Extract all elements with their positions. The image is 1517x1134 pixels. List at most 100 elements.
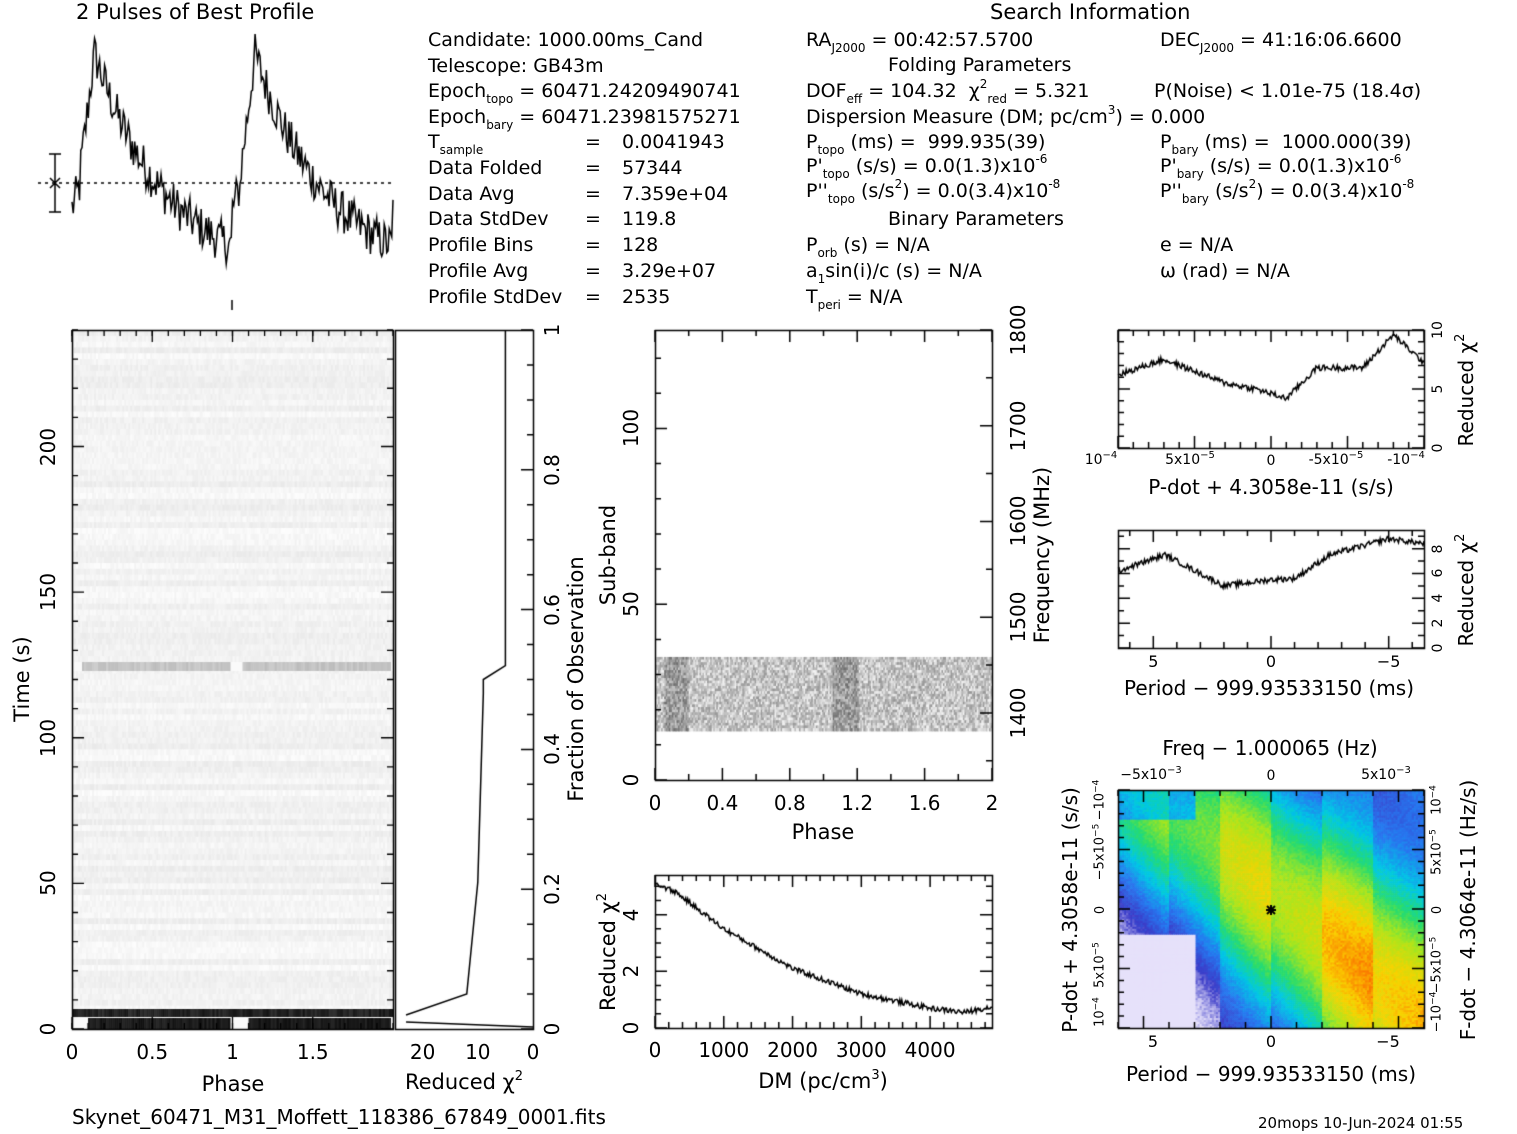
- a1sini-value: N/A: [948, 260, 982, 282]
- pdot-topo-exp: -6: [1035, 152, 1048, 166]
- y-tick-label: 6: [1430, 569, 1446, 578]
- top-tick-label: 5x10−3: [1361, 765, 1411, 783]
- candidate-label: Candidate: 1000.00ms_Cand: [428, 29, 704, 51]
- x-tick-label: 5: [1148, 652, 1159, 671]
- pddot-topo-value: 0.0(3.4)x10: [937, 180, 1049, 202]
- pddot-topo-exp: -8: [1048, 177, 1061, 191]
- y-tick-label: 0: [619, 1021, 643, 1035]
- pddot-bary-exp: -8: [1402, 177, 1415, 191]
- y-axis-label: Fraction of Observation: [564, 556, 588, 802]
- tsample-value: 0.0041943: [622, 131, 725, 153]
- p-bary-row: Pbary (ms) = 1000.000(39): [1160, 131, 1412, 157]
- binary-params-title: Binary Parameters: [888, 208, 1064, 230]
- profile-stddev-value: 2535: [622, 286, 671, 308]
- data-stddev-value: 119.8: [622, 208, 677, 230]
- y-tick-label: 0.6: [540, 593, 564, 626]
- porb-value: N/A: [896, 234, 930, 256]
- pdot-bary-exp: -6: [1389, 152, 1402, 166]
- dm-value: ) = 0.000: [1115, 106, 1206, 128]
- tsample-eq: =: [585, 131, 601, 153]
- x-tick-label: 1: [226, 1040, 239, 1064]
- x-tick-label: 0: [1266, 453, 1276, 469]
- p-noise: P(Noise) < 1.01e-75 (18.4σ): [1154, 80, 1422, 102]
- y2-tick-label: 1400: [1006, 687, 1030, 739]
- x-tick-label: 0.5: [136, 1040, 169, 1064]
- tperi-row: Tperi = N/A: [806, 286, 903, 312]
- x-tick-label: 0: [648, 1038, 662, 1062]
- y-tick-label: 0: [1093, 905, 1108, 915]
- y-tick-label: 0: [36, 1022, 60, 1036]
- y-tick-label: 4: [619, 908, 643, 922]
- data-folded-value: 57344: [622, 157, 683, 179]
- data-avg-value: 7.359e+04: [622, 183, 729, 205]
- dof-row: DOFeff = 104.32 χ2red = 5.321: [806, 77, 1090, 106]
- x-tick-label: 1.5: [296, 1040, 329, 1064]
- x-tick-label: 1000: [698, 1038, 750, 1062]
- profile-avg-value: 3.29e+07: [622, 260, 717, 282]
- x-axis-label: Phase: [791, 820, 855, 844]
- x-tick-label: 0: [65, 1040, 79, 1064]
- pdot-bary-value: 0.0(1.3)x10: [1278, 155, 1390, 177]
- omega-value: ω (rad) = N/A: [1160, 260, 1290, 282]
- y-tick-label: 0: [1430, 443, 1446, 453]
- y-tick-label: 150: [36, 573, 60, 612]
- dof-value: 104.32: [890, 80, 957, 102]
- x-tick-label: -5x10−5: [1308, 450, 1364, 468]
- ecc-value: e = N/A: [1160, 234, 1234, 256]
- x-axis-label: P-dot + 4.3058e-11 (s/s): [1148, 475, 1394, 499]
- chi2-value: 5.321: [1035, 80, 1090, 102]
- x-tick-label: 2: [985, 791, 999, 815]
- x-tick-label: −5: [1376, 1032, 1400, 1051]
- eq: =: [585, 157, 601, 179]
- top-tick-label: 0: [1266, 768, 1276, 784]
- y-tick-label: 0.2: [540, 873, 564, 906]
- epoch-topo-value: 60471.24209490741: [541, 80, 741, 102]
- dec-value: 41:16:06.6600: [1261, 29, 1402, 51]
- y-tick-label: 5: [1430, 384, 1446, 394]
- dm-label: Dispersion Measure (DM; pc/cm: [806, 106, 1108, 128]
- y2-tick-label: 1600: [1006, 496, 1030, 547]
- y-tick-label: 0: [1430, 643, 1446, 653]
- x-tick-label: 1.2: [841, 791, 874, 815]
- y-tick-label: −5x10−5: [1091, 823, 1108, 881]
- dm-row: Dispersion Measure (DM; pc/cm3) = 0.000: [806, 103, 1206, 128]
- y-tick-label: −10−4: [1091, 779, 1108, 821]
- x-tick-label: 0: [648, 791, 662, 815]
- data-folded-label: Data Folded: [428, 157, 543, 179]
- eq: =: [585, 183, 601, 205]
- epoch-topo-row: Epochtopo = 60471.24209490741: [428, 80, 741, 106]
- x-tick-label: 4000: [904, 1038, 956, 1062]
- profile-title: 2 Pulses of Best Profile: [76, 0, 315, 24]
- y2-tick-label: −5x10−5: [1428, 936, 1445, 994]
- y-axis-label: P-dot + 4.3058e-11 (s/s): [1058, 787, 1082, 1033]
- y-tick-label: 0.8: [540, 453, 564, 486]
- x-tick-label: 0: [1265, 652, 1277, 671]
- x-tick-label: -10−4: [1387, 450, 1425, 468]
- pddot-bary-row: P''bary (s/s2) = 0.0(3.4)x10-8: [1160, 177, 1415, 206]
- p-topo-row: Ptopo (ms) = 999.935(39): [806, 131, 1046, 157]
- eq: =: [585, 208, 601, 230]
- y-axis-label: Time (s): [10, 636, 34, 722]
- folding-params-title: Folding Parameters: [888, 54, 1072, 76]
- porb-row: Porb (s) = N/A: [806, 234, 930, 260]
- y2-tick-label: −10−4: [1428, 991, 1445, 1033]
- y-tick-label: 50: [619, 591, 643, 617]
- y-tick-label: 10−4: [1091, 997, 1108, 1027]
- y-tick-label: 100: [36, 718, 60, 757]
- profile-stddev-label: Profile StdDev: [428, 286, 563, 308]
- y-tick-label: 2: [619, 964, 643, 978]
- y-tick-label: 10: [1430, 321, 1446, 339]
- eq: =: [585, 234, 601, 256]
- p-bary-value: 1000.000(39): [1281, 131, 1412, 153]
- y-tick-label: 1: [540, 323, 564, 337]
- a1sini-row: a1sin(i)/c (s) = N/A: [806, 260, 982, 286]
- y-tick-label: 0.4: [540, 733, 564, 766]
- x-tick-label: 0: [526, 1040, 540, 1064]
- epoch-bary-row: Epochbary = 60471.23981575271: [428, 106, 741, 132]
- dec-row: DECJ2000 = 41:16:06.6600: [1160, 29, 1402, 55]
- x-axis-label: DM (pc/cm3): [758, 1068, 888, 1093]
- tperi-value: N/A: [868, 286, 903, 308]
- footer-filename: Skynet_60471_M31_Moffett_118386_67849_00…: [72, 1105, 606, 1129]
- profile-bins-label: Profile Bins: [428, 234, 534, 256]
